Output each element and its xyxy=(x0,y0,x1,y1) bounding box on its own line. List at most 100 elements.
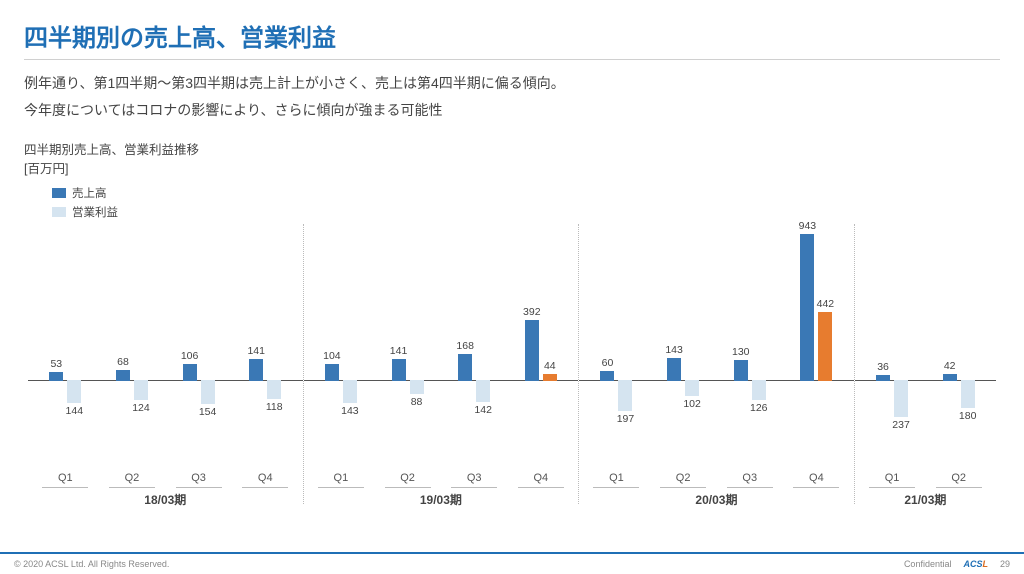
legend-profit-swatch xyxy=(52,207,66,217)
legend-profit-label: 営業利益 xyxy=(72,204,118,220)
logo-text-l: L xyxy=(982,559,988,569)
page-number: 29 xyxy=(1000,559,1010,569)
profit-bar xyxy=(894,380,908,417)
quarter-cell: 42 180 Q2 xyxy=(932,224,986,504)
revenue-bar xyxy=(116,370,130,381)
revenue-bar xyxy=(183,364,197,380)
profit-value: 102 xyxy=(677,398,707,410)
profit-value: 126 xyxy=(744,402,774,414)
revenue-value: 53 xyxy=(41,358,71,370)
subtitle-line-1: 四半期別売上高、営業利益推移 xyxy=(24,141,1000,160)
revenue-value: 60 xyxy=(592,357,622,369)
revenue-value: 130 xyxy=(726,346,756,358)
chart: 53144Q168124Q2106154Q3141118Q418/03期1041… xyxy=(28,224,996,504)
profit-bar xyxy=(201,380,215,404)
group-label: 20/03期 xyxy=(579,491,854,508)
profit-value: 197 xyxy=(610,413,640,425)
logo-text-a: ACS xyxy=(963,559,982,569)
legend-profit: 営業利益 xyxy=(52,204,1000,220)
description-line-2: 今年度についてはコロナの影響により、さらに傾向が強まる可能性 xyxy=(24,97,1000,124)
revenue-bar xyxy=(458,354,472,380)
quarter-cell: 106 154 Q3 xyxy=(172,224,226,504)
page-title: 四半期別の売上高、営業利益 xyxy=(24,18,1000,53)
chart-group: 104143Q114188Q2168142Q339244Q419/03期 xyxy=(304,224,580,504)
profit-value: 154 xyxy=(193,406,223,418)
group-label: 18/03期 xyxy=(28,491,303,508)
profit-value: 143 xyxy=(335,405,365,417)
revenue-bar xyxy=(943,374,957,381)
revenue-value: 141 xyxy=(241,345,271,357)
group-label: 19/03期 xyxy=(304,491,579,508)
chart-subtitle: 四半期別売上高、営業利益推移 [百万円] xyxy=(24,141,1000,179)
quarter-label: Q2 xyxy=(656,472,710,484)
quarter-label: Q2 xyxy=(381,472,435,484)
profit-value: 237 xyxy=(886,419,916,431)
quarter-cell: 141 88 Q2 xyxy=(381,224,435,504)
profit-bar xyxy=(752,380,766,400)
logo: ACSL xyxy=(963,559,988,569)
profit-bar xyxy=(818,312,832,381)
quarter-cell: 60197Q1 xyxy=(589,224,643,504)
profit-value: 88 xyxy=(402,396,432,408)
profit-bar xyxy=(67,380,81,402)
profit-value: 118 xyxy=(259,401,289,413)
profit-bar xyxy=(476,380,490,402)
revenue-bar xyxy=(667,358,681,380)
quarter-cell: 943442Q4 xyxy=(789,224,843,504)
revenue-bar xyxy=(249,359,263,381)
revenue-bar xyxy=(325,364,339,380)
quarter-label: Q1 xyxy=(38,472,92,484)
description: 例年通り、第1四半期～第3四半期は売上計上が小さく、売上は第4四半期に偏る傾向。… xyxy=(24,70,1000,123)
profit-bar xyxy=(618,380,632,411)
quarter-cell: 130 126 Q3 xyxy=(723,224,777,504)
revenue-bar xyxy=(734,360,748,380)
quarter-label: Q3 xyxy=(447,472,501,484)
legend-revenue-label: 売上高 xyxy=(72,185,107,201)
revenue-value: 168 xyxy=(450,340,480,352)
quarter-label: Q4 xyxy=(514,472,568,484)
quarter-cell: 143 102 Q2 xyxy=(656,224,710,504)
description-line-1: 例年通り、第1四半期～第3四半期は売上計上が小さく、売上は第4四半期に偏る傾向。 xyxy=(24,70,1000,97)
quarter-label: Q4 xyxy=(238,472,292,484)
quarter-label: Q3 xyxy=(172,472,226,484)
profit-bar xyxy=(543,374,557,381)
profit-value: 44 xyxy=(535,360,565,372)
revenue-value: 42 xyxy=(935,360,965,372)
profit-value: 124 xyxy=(126,402,156,414)
quarter-cell: 68 124 Q2 xyxy=(105,224,159,504)
chart-group: 60197Q1143102Q2130126Q3943442Q420/03期 xyxy=(579,224,855,504)
profit-bar xyxy=(267,380,281,398)
revenue-value: 392 xyxy=(517,306,547,318)
profit-value: 142 xyxy=(468,404,498,416)
revenue-value: 141 xyxy=(384,345,414,357)
quarter-cell: 141 118 Q4 xyxy=(238,224,292,504)
revenue-bar xyxy=(49,372,63,380)
quarter-cell: 168 142 Q3 xyxy=(447,224,501,504)
footer: © 2020 ACSL Ltd. All Rights Reserved. Co… xyxy=(0,552,1024,574)
profit-bar xyxy=(343,380,357,402)
legend-revenue: 売上高 xyxy=(52,185,1000,201)
revenue-value: 106 xyxy=(175,350,205,362)
profit-value: 180 xyxy=(953,410,983,422)
quarter-cell: 104143Q1 xyxy=(314,224,368,504)
profit-bar xyxy=(685,380,699,396)
quarter-label: Q2 xyxy=(932,472,986,484)
revenue-value: 143 xyxy=(659,344,689,356)
revenue-bar xyxy=(392,359,406,381)
chart-group: 53144Q168124Q2106154Q3141118Q418/03期 xyxy=(28,224,304,504)
revenue-value: 104 xyxy=(317,350,347,362)
legend: 売上高 営業利益 xyxy=(52,185,1000,220)
quarter-cell: 392 44 Q4 xyxy=(514,224,568,504)
legend-revenue-swatch xyxy=(52,188,66,198)
confidential-label: Confidential xyxy=(904,559,952,569)
profit-bar xyxy=(134,380,148,399)
chart-group: 36237Q142180Q221/03期 xyxy=(855,224,996,504)
group-label: 21/03期 xyxy=(855,491,996,508)
quarter-label: Q3 xyxy=(723,472,777,484)
quarter-label: Q4 xyxy=(789,472,843,484)
quarter-label: Q2 xyxy=(105,472,159,484)
profit-bar xyxy=(410,380,424,394)
revenue-value: 68 xyxy=(108,356,138,368)
revenue-bar xyxy=(600,371,614,380)
copyright: © 2020 ACSL Ltd. All Rights Reserved. xyxy=(14,559,169,569)
